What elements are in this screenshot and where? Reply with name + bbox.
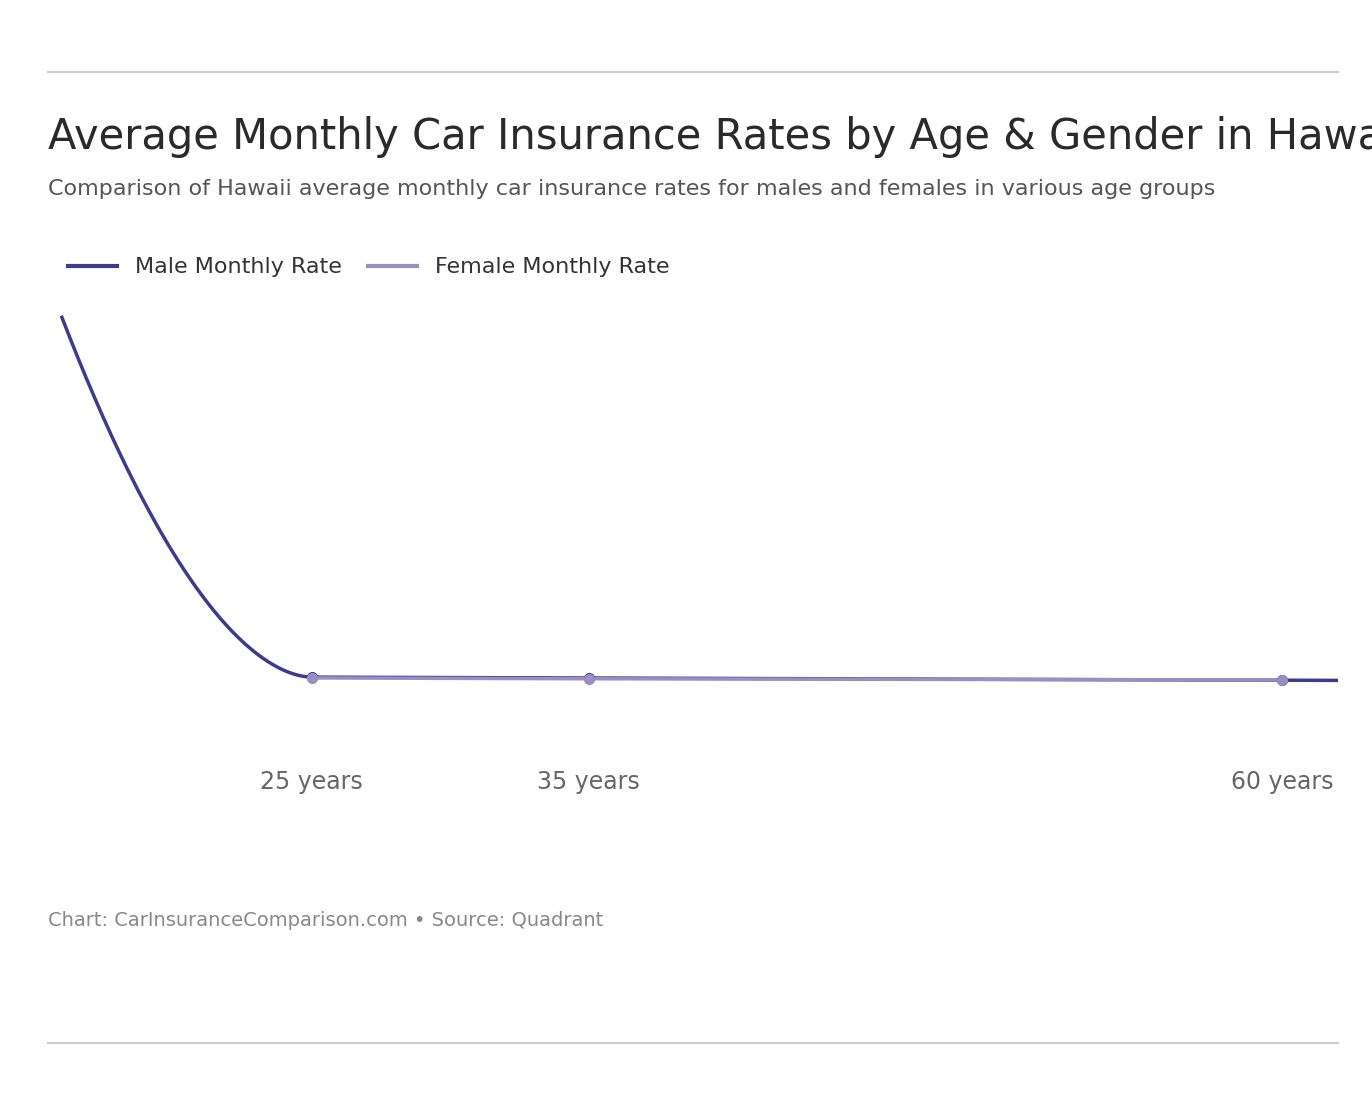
Text: Average Monthly Car Insurance Rates by Age & Gender in Hawaii: Average Monthly Car Insurance Rates by A… [48, 116, 1372, 158]
Text: Chart: CarInsuranceComparison.com • Source: Quadrant: Chart: CarInsuranceComparison.com • Sour… [48, 911, 604, 930]
Text: Comparison of Hawaii average monthly car insurance rates for males and females i: Comparison of Hawaii average monthly car… [48, 179, 1216, 199]
Legend: Male Monthly Rate, Female Monthly Rate: Male Monthly Rate, Female Monthly Rate [59, 248, 678, 286]
